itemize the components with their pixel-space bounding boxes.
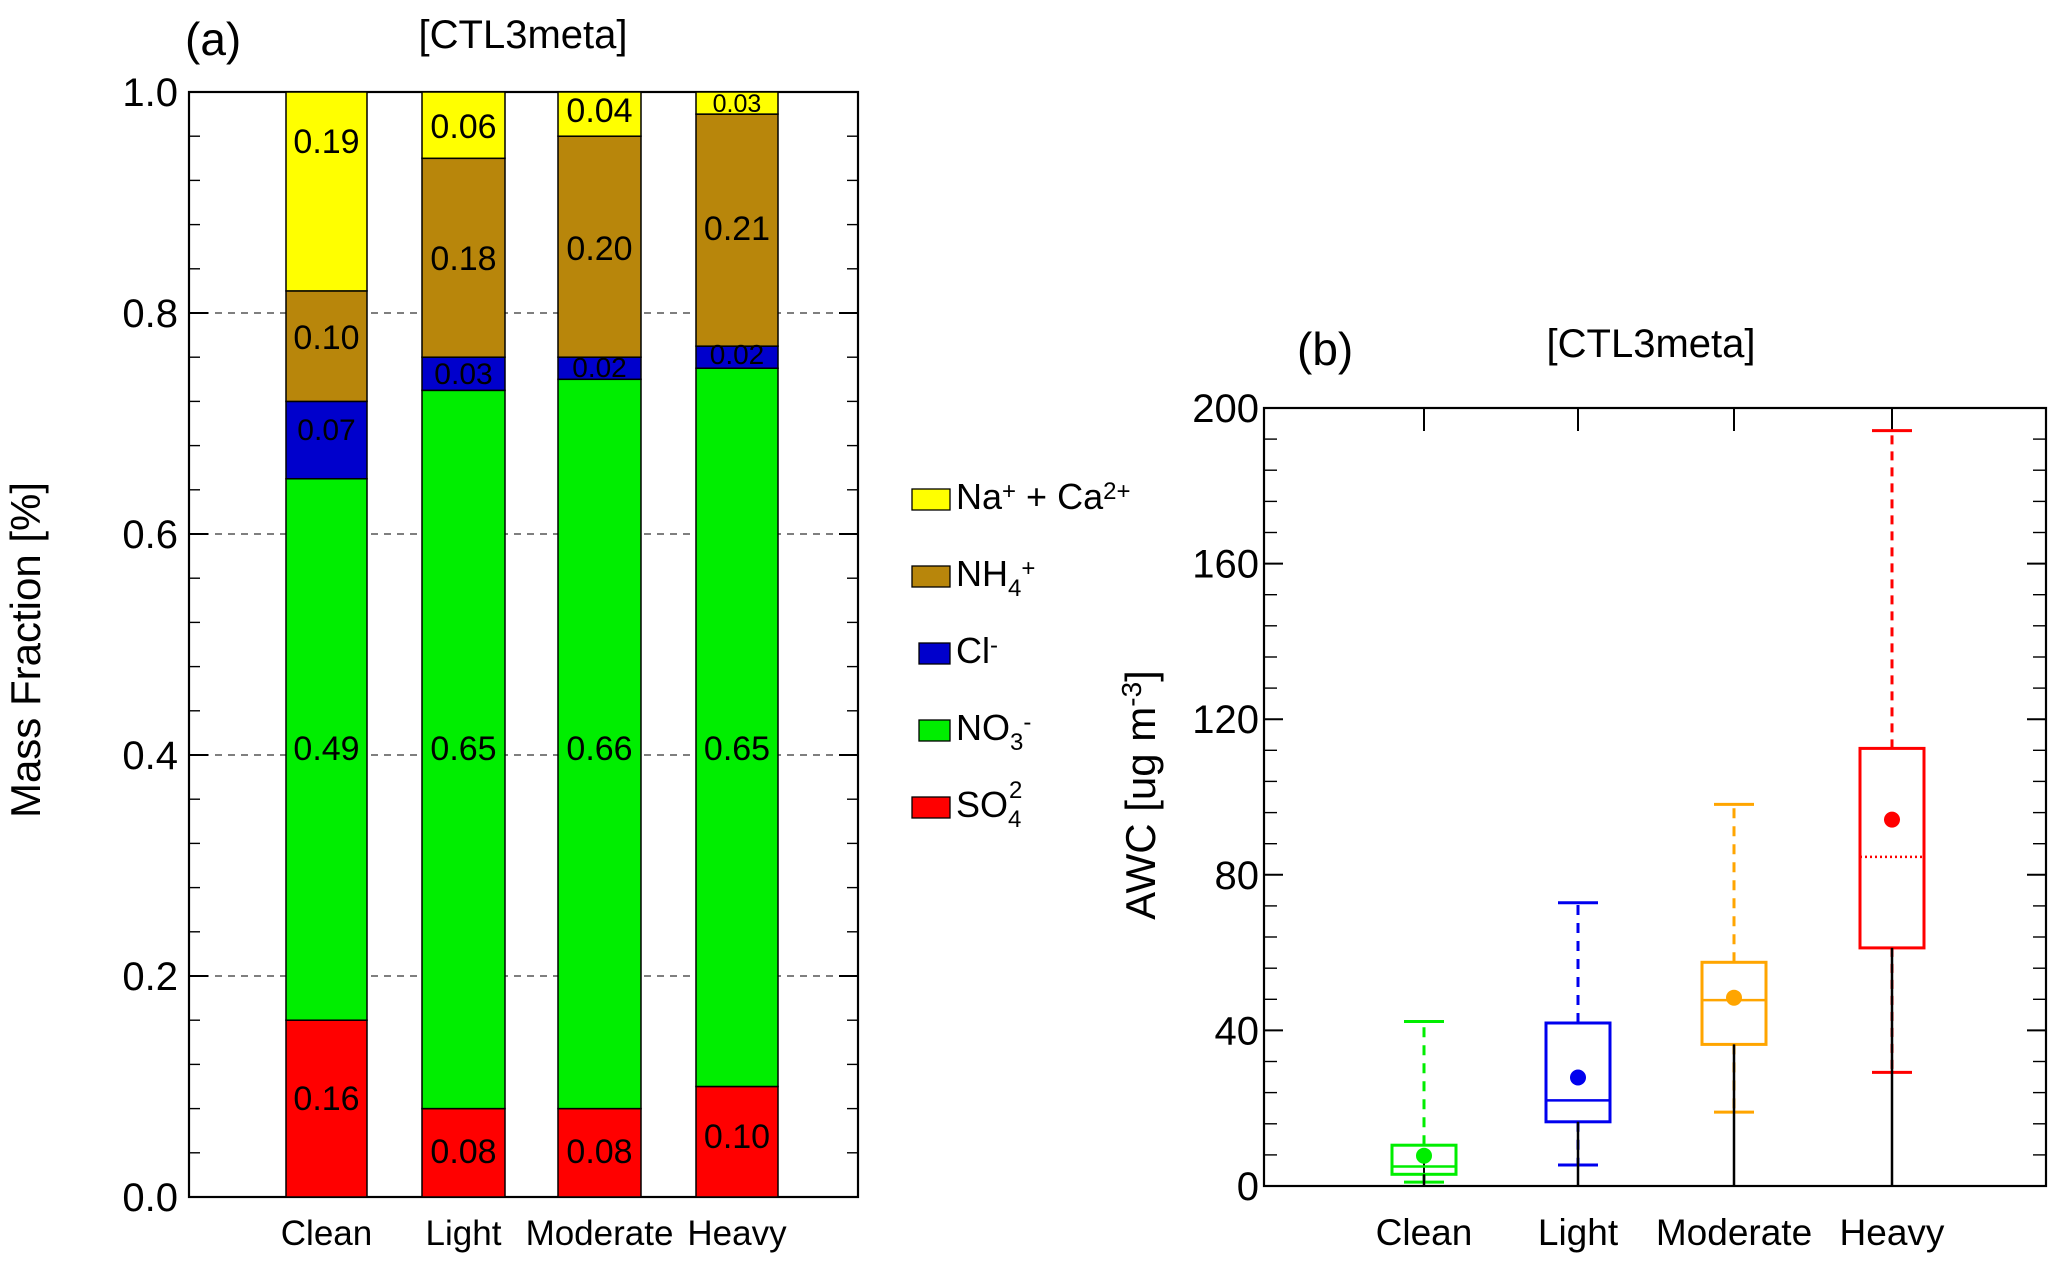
svg-text:0.0: 0.0 xyxy=(122,1176,178,1220)
svg-text:Clean: Clean xyxy=(281,1214,372,1253)
svg-text:0.4: 0.4 xyxy=(122,734,178,778)
svg-text:Moderate: Moderate xyxy=(1656,1212,1812,1253)
svg-text:0.19: 0.19 xyxy=(293,123,359,161)
svg-text:40: 40 xyxy=(1215,1009,1260,1053)
svg-text:0.21: 0.21 xyxy=(704,210,770,248)
svg-text:Light: Light xyxy=(426,1214,502,1253)
svg-text:160: 160 xyxy=(1192,543,1259,587)
svg-text:0.08: 0.08 xyxy=(430,1133,496,1171)
svg-text:0.06: 0.06 xyxy=(430,108,496,146)
svg-text:0: 0 xyxy=(1237,1165,1259,1209)
svg-text:Heavy: Heavy xyxy=(687,1214,787,1253)
svg-text:0.66: 0.66 xyxy=(566,730,632,768)
svg-text:0.2: 0.2 xyxy=(122,955,178,999)
svg-text:0.03: 0.03 xyxy=(713,90,762,118)
svg-text:Light: Light xyxy=(1538,1212,1619,1253)
svg-text:0.16: 0.16 xyxy=(293,1080,359,1118)
svg-text:0.10: 0.10 xyxy=(293,319,359,357)
svg-text:(b): (b) xyxy=(1297,323,1353,375)
svg-text:0.04: 0.04 xyxy=(566,92,632,130)
svg-text:0.20: 0.20 xyxy=(566,230,632,268)
svg-text:0.49: 0.49 xyxy=(293,730,359,768)
svg-text:0.02: 0.02 xyxy=(572,352,627,383)
svg-text:2: 2 xyxy=(1009,777,1022,804)
svg-text:AWC [ug m-3]: AWC [ug m-3] xyxy=(1116,670,1164,920)
svg-text:0.02: 0.02 xyxy=(710,339,765,370)
svg-text:0.10: 0.10 xyxy=(704,1118,770,1156)
svg-text:[CTL3meta]: [CTL3meta] xyxy=(1547,322,1756,366)
svg-text:1.0: 1.0 xyxy=(122,71,178,115)
svg-text:Clean: Clean xyxy=(1376,1212,1473,1253)
svg-text:Mass Fraction [%]: Mass Fraction [%] xyxy=(2,482,49,818)
svg-text:0.8: 0.8 xyxy=(122,292,178,336)
svg-text:80: 80 xyxy=(1215,854,1260,898)
svg-text:200: 200 xyxy=(1192,387,1259,431)
svg-text:Heavy: Heavy xyxy=(1840,1212,1945,1253)
svg-text:(a): (a) xyxy=(185,13,241,65)
svg-text:0.03: 0.03 xyxy=(434,358,492,391)
svg-text:0.65: 0.65 xyxy=(430,730,496,768)
svg-text:0.18: 0.18 xyxy=(430,240,496,278)
svg-text:120: 120 xyxy=(1192,698,1259,742)
svg-text:0.08: 0.08 xyxy=(566,1133,632,1171)
svg-text:Moderate: Moderate xyxy=(526,1214,674,1253)
svg-text:[CTL3meta]: [CTL3meta] xyxy=(419,13,628,57)
svg-text:0.07: 0.07 xyxy=(297,414,355,447)
svg-text:0.6: 0.6 xyxy=(122,513,178,557)
svg-text:0.65: 0.65 xyxy=(704,730,770,768)
